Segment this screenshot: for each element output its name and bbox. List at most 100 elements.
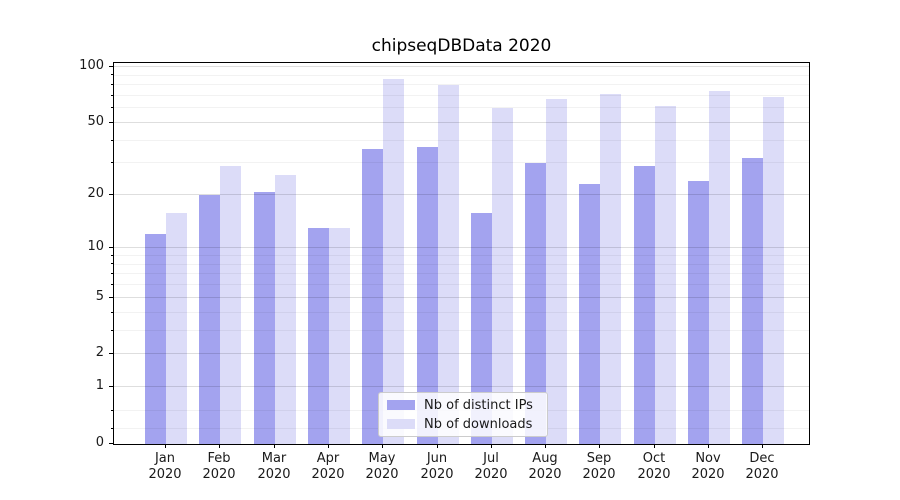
y-minor-tick-mark-4 (111, 312, 113, 313)
x-tick-label-may: May 2020 (365, 451, 399, 482)
y-minor-tick-mark-3 (111, 330, 113, 331)
y-tick-label-10: 10 (87, 239, 104, 254)
gridline-10 (114, 247, 809, 249)
bar-downloads-oct (654, 105, 676, 444)
gridline-2 (114, 353, 809, 355)
bar-downloads-may (383, 79, 405, 444)
x-tick-mark-may (382, 444, 383, 448)
x-tick-mark-jan (165, 444, 166, 448)
y-tick-label-2: 2 (95, 345, 104, 360)
y-minor-tick-mark-70 (111, 95, 113, 96)
gridline-1 (114, 386, 809, 388)
x-tick-label-jul: Jul 2020 (474, 451, 508, 482)
y-tick-mark-10 (109, 247, 113, 248)
y-minor-tick-mark-30 (111, 162, 113, 163)
x-tick-mark-apr (328, 444, 329, 448)
legend-item-downloads: Nb of downloads (387, 417, 547, 432)
x-tick-mark-sep (599, 444, 600, 448)
x-tick-label-aug: Aug 2020 (528, 451, 562, 482)
y-minor-tick-mark-40 (111, 140, 113, 141)
plot-area (113, 62, 810, 445)
y-tick-mark-20 (109, 194, 113, 195)
y-tick-label-100: 100 (79, 58, 104, 73)
y-minor-tick-mark-8 (111, 263, 113, 264)
x-tick-label-apr: Apr 2020 (311, 451, 345, 482)
y-tick-label-1: 1 (95, 378, 104, 393)
minor-gridline-4 (114, 311, 809, 313)
y-tick-label-50: 50 (87, 114, 104, 129)
x-tick-mark-jul (491, 444, 492, 448)
y-minor-tick-mark-60 (111, 107, 113, 108)
bar-ips-nov (688, 181, 709, 444)
bar-ips-jul (470, 212, 492, 444)
gridline-20 (114, 194, 809, 196)
bar-ips-jun (416, 146, 438, 444)
y-tick-mark-100 (109, 66, 113, 67)
bar-downloads-apr (328, 228, 350, 444)
minor-gridline-30 (114, 162, 809, 164)
minor-gridline-70 (114, 94, 809, 96)
bar-ips-jan (145, 234, 166, 444)
y-tick-label-0: 0 (95, 435, 104, 450)
x-tick-label-sep: Sep 2020 (582, 451, 616, 482)
bar-ips-oct (633, 166, 655, 444)
y-minor-tick-mark-7 (111, 273, 113, 274)
x-tick-label-feb: Feb 2020 (202, 451, 236, 482)
minor-gridline-40 (114, 139, 809, 141)
legend: Nb of distinct IPs Nb of downloads (378, 392, 548, 437)
legend-swatch-ips (387, 400, 415, 410)
gridline-5 (114, 296, 809, 298)
x-tick-label-dec: Dec 2020 (745, 451, 779, 482)
y-tick-mark-2 (109, 353, 113, 354)
legend-label-ips: Nb of distinct IPs (424, 397, 533, 413)
x-tick-mark-aug (545, 444, 546, 448)
bar-downloads-jul (491, 108, 513, 444)
bar-downloads-aug (546, 99, 568, 444)
y-minor-tick-mark-0.2 (111, 428, 113, 429)
bar-ips-apr (307, 228, 329, 444)
legend-swatch-downloads (387, 419, 415, 429)
gridline-100 (114, 65, 809, 67)
y-tick-label-20: 20 (87, 186, 104, 201)
x-tick-mark-dec (762, 444, 763, 448)
legend-item-ips: Nb of distinct IPs (387, 398, 547, 413)
bar-downloads-jun (437, 85, 459, 444)
y-tick-mark-5 (109, 297, 113, 298)
bar-ips-mar (253, 191, 275, 444)
x-tick-mark-jun (437, 444, 438, 448)
bar-ips-sep (579, 184, 601, 444)
x-tick-label-mar: Mar 2020 (257, 451, 291, 482)
x-tick-mark-mar (274, 444, 275, 448)
y-minor-tick-mark-9 (111, 255, 113, 256)
gridline-50 (114, 121, 809, 123)
x-tick-mark-oct (654, 444, 655, 448)
x-tick-label-oct: Oct 2020 (637, 451, 671, 482)
bar-ips-dec (742, 158, 764, 444)
y-tick-mark-0 (109, 443, 113, 444)
minor-gridline-6 (114, 284, 809, 285)
bar-downloads-feb (220, 166, 242, 444)
y-minor-tick-mark-90 (111, 74, 113, 75)
bar-downloads-nov (709, 91, 730, 444)
legend-label-downloads: Nb of downloads (424, 416, 533, 432)
bar-downloads-sep (600, 93, 622, 444)
y-minor-tick-mark-0.5 (111, 410, 113, 411)
x-tick-label-jun: Jun 2020 (420, 451, 454, 482)
x-tick-mark-feb (219, 444, 220, 448)
minor-gridline-7 (114, 273, 809, 275)
bar-ips-feb (199, 195, 221, 444)
y-minor-tick-mark-6 (111, 284, 113, 285)
x-tick-label-jan: Jan 2020 (148, 451, 182, 482)
minor-gridline-3 (114, 329, 809, 331)
minor-gridline-8 (114, 263, 809, 265)
bar-downloads-mar (274, 174, 296, 444)
minor-gridline-9 (114, 254, 809, 256)
minor-gridline-80 (114, 84, 809, 85)
y-tick-mark-1 (109, 386, 113, 387)
y-minor-tick-mark-80 (111, 84, 113, 85)
x-tick-mark-nov (708, 444, 709, 448)
chart-title: chipseqDBData 2020 (371, 36, 552, 56)
y-tick-label-5: 5 (95, 289, 104, 304)
bar-downloads-jan (166, 212, 187, 444)
